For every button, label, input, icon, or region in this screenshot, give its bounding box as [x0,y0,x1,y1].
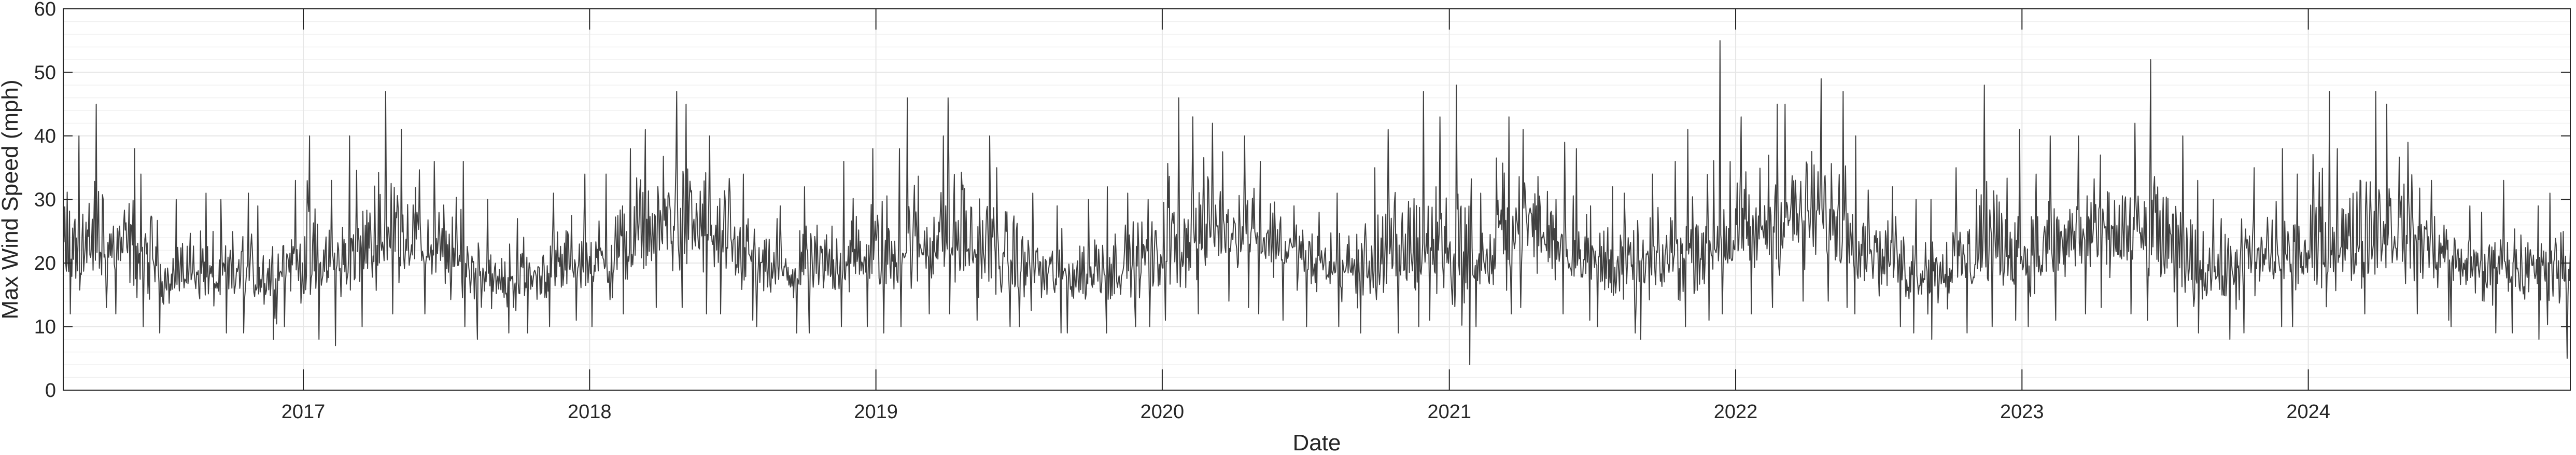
x-tick-label: 2017 [281,401,326,423]
x-tick-label: 2023 [2000,401,2044,423]
x-tick-label: 2021 [1427,401,1471,423]
y-tick-label: 60 [34,0,56,20]
x-tick-label: 2024 [2286,401,2330,423]
y-axis-label: Max Wind Speed (mph) [0,79,23,319]
y-tick-label: 20 [34,253,56,274]
x-tick-label: 2019 [854,401,898,423]
x-axis-label: Date [1293,430,1341,455]
x-tick-label: 2022 [1714,401,1758,423]
y-tick-label: 0 [45,380,56,402]
y-tick-label: 30 [34,189,56,211]
y-tick-label: 50 [34,62,56,84]
x-axis-ticks: 2017 2018 2019 2020 2021 2022 2023 2024 [281,9,2330,423]
y-tick-label: 40 [34,126,56,147]
y-tick-label: 10 [34,316,56,338]
x-tick-label: 2020 [1141,401,1185,423]
y-axis-ticks: 0 10 20 30 40 50 60 [34,0,2570,402]
series-line-0 [63,40,2571,365]
series-lines [63,40,2571,365]
x-tick-label: 2018 [568,401,612,423]
